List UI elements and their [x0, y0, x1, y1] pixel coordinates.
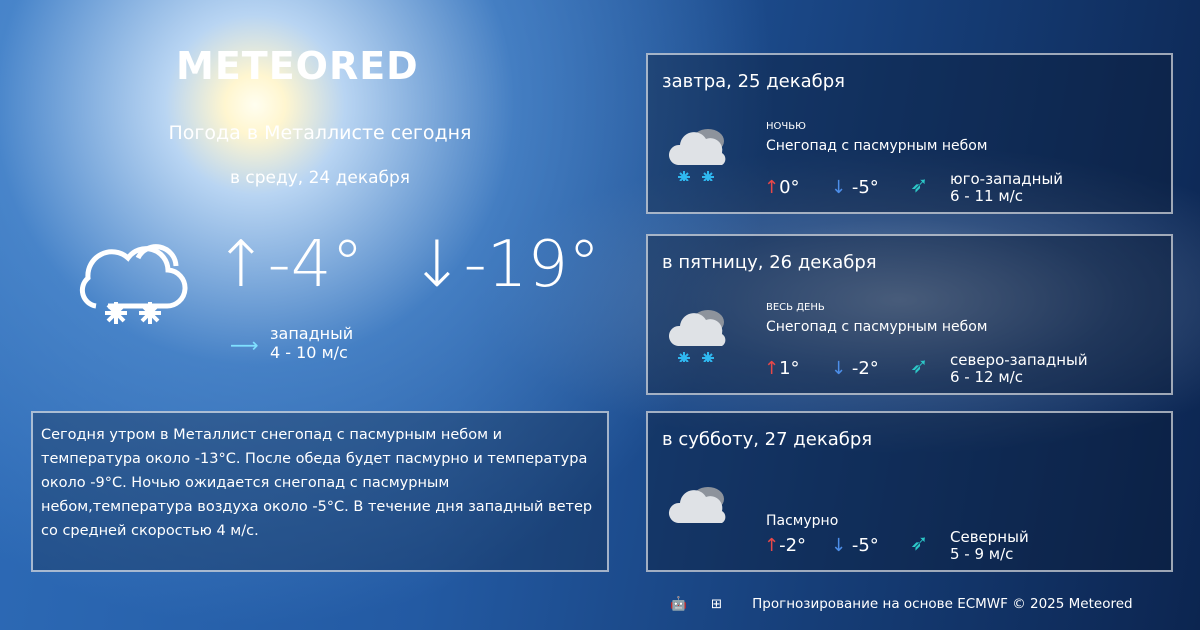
wind-direction-icon: ➶	[910, 354, 929, 379]
forecast-max: ↑-2°	[764, 535, 807, 556]
page-title: Погода в Металлисте сегодня	[168, 122, 472, 144]
forecast-wind-speed: 6 - 12 м/с	[950, 368, 1023, 386]
forecast-wind-speed: 6 - 11 м/с	[950, 187, 1023, 205]
forecast-condition: Снегопад с пасмурным небом	[766, 138, 988, 154]
forecast-card[interactable]: в пятницу, 26 декабря ВЕСЬ ДЕНЬ Снегопад…	[646, 234, 1173, 395]
forecast-day: в субботу, 27 декабря	[662, 429, 873, 450]
forecast-max: ↑0°	[764, 177, 800, 198]
wind-direction-icon: ➶	[910, 173, 929, 198]
forecast-min: ↓ -5°	[831, 177, 879, 198]
forecast-condition: Пасмурно	[766, 513, 839, 529]
meteored-logo: METEORED	[176, 44, 419, 88]
today-date: в среду, 24 декабря	[229, 168, 411, 188]
today-max: ↑-4°	[214, 228, 364, 302]
forecast-wind-dir: юго-западный	[950, 170, 1064, 188]
forecast-wind-dir: Северный	[950, 528, 1029, 546]
snow-cloud-icon	[668, 129, 726, 181]
today-min: ↓-19°	[410, 228, 601, 302]
forecast-day: завтра, 25 декабря	[662, 71, 845, 92]
forecast-period: НОЧЬЮ	[766, 121, 806, 132]
forecast-min: ↓ -2°	[831, 358, 879, 379]
wind-arrow-icon: ⟶	[230, 333, 259, 357]
snow-cloud-icon	[79, 244, 188, 324]
forecast-period: ВЕСЬ ДЕНЬ	[766, 302, 825, 313]
forecast-max: ↑1°	[764, 358, 800, 379]
forecast-wind-speed: 5 - 9 м/с	[950, 545, 1014, 563]
today-wind: ⟶ западный 4 - 10 м/с	[230, 324, 354, 362]
forecast-condition: Снегопад с пасмурным небом	[766, 319, 988, 335]
footer-text: Прогнозирование на основе ECMWF © 2025 M…	[752, 596, 1133, 612]
forecast-wind-dir: северо-западный	[950, 351, 1088, 369]
snow-cloud-icon	[668, 310, 726, 362]
forecast-card[interactable]: в субботу, 27 декабря Пасмурно ↑-2° ↓ -5…	[646, 411, 1173, 572]
footer: 🤖 ⊞ Прогнозирование на основе ECMWF © 20…	[670, 596, 1133, 612]
windows-icon[interactable]: ⊞	[710, 596, 723, 612]
forecast-min: ↓ -5°	[831, 535, 879, 556]
today-description: Сегодня утром в Металлист снегопад с пас…	[31, 411, 609, 572]
forecast-day: в пятницу, 26 декабря	[662, 252, 877, 273]
cloud-icon	[668, 487, 726, 523]
android-icon[interactable]: 🤖	[670, 596, 687, 612]
forecast-card[interactable]: завтра, 25 декабря НОЧЬЮ Снегопад с пасм…	[646, 53, 1173, 214]
wind-direction-icon: ➶	[910, 531, 929, 556]
